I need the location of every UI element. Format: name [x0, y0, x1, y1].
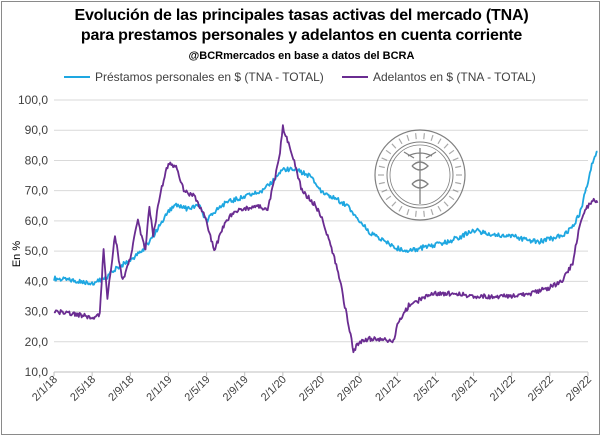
chart-subtitle: @BCRmercados en base a datos del BCRA	[188, 50, 415, 62]
legend-item-adelantos: Adelantos en $ (TNA - TOTAL)	[342, 70, 536, 84]
x-tick-label: 2/9/18	[106, 374, 136, 404]
x-tick-label: 2/5/20	[297, 374, 327, 404]
x-tick-label: 2/5/22	[526, 374, 556, 404]
bcr-seal-watermark	[374, 129, 466, 221]
x-tick-label: 2/9/20	[335, 374, 365, 404]
seal-lettering-ring	[378, 133, 462, 217]
seal-ring	[374, 129, 466, 221]
legend-swatch-adelantos	[342, 76, 368, 78]
y-tick-label: 100,0	[18, 93, 48, 107]
y-tick-label: 90,0	[25, 123, 49, 137]
legend-label-prestamos: Préstamos personales en $ (TNA - TOTAL)	[95, 70, 324, 84]
x-tick-label: 2/9/19	[221, 374, 251, 404]
y-tick-label: 50,0	[25, 244, 49, 258]
y-tick-label: 30,0	[25, 305, 49, 319]
x-tick-label: 2/1/20	[259, 374, 289, 404]
x-tick-label: 2/5/18	[68, 374, 98, 404]
legend-item-prestamos: Préstamos personales en $ (TNA - TOTAL)	[64, 70, 324, 84]
caduceus-icon	[403, 148, 437, 204]
y-tick-label: 40,0	[25, 274, 49, 288]
x-tick-label: 2/5/19	[183, 374, 213, 404]
x-tick-label: 2/9/21	[450, 374, 480, 404]
x-tick-label: 2/1/19	[144, 374, 174, 404]
x-tick-label: 2/5/21	[411, 374, 441, 404]
seal-ring	[386, 141, 454, 209]
chart-title-line2: para prestamos personales y adelantos en…	[80, 27, 523, 44]
legend-label-adelantos: Adelantos en $ (TNA - TOTAL)	[373, 70, 536, 84]
series-line-adelantos	[53, 124, 599, 354]
seal-ring	[389, 144, 451, 206]
y-tick-label: 80,0	[25, 153, 49, 167]
y-tick-label: 60,0	[25, 214, 49, 228]
y-tick-label: 10,0	[25, 365, 49, 379]
x-tick-label: 2/9/22	[564, 374, 594, 404]
legend-swatch-prestamos	[64, 76, 90, 78]
y-tick-label: 20,0	[25, 335, 49, 349]
y-tick-label: 70,0	[25, 184, 49, 198]
x-tick-label: 2/1/22	[488, 374, 518, 404]
series-line-prestamos	[53, 150, 598, 286]
chart-title: Evolución de las principales tasas activ…	[74, 7, 529, 24]
x-tick-label: 2/1/21	[373, 374, 403, 404]
